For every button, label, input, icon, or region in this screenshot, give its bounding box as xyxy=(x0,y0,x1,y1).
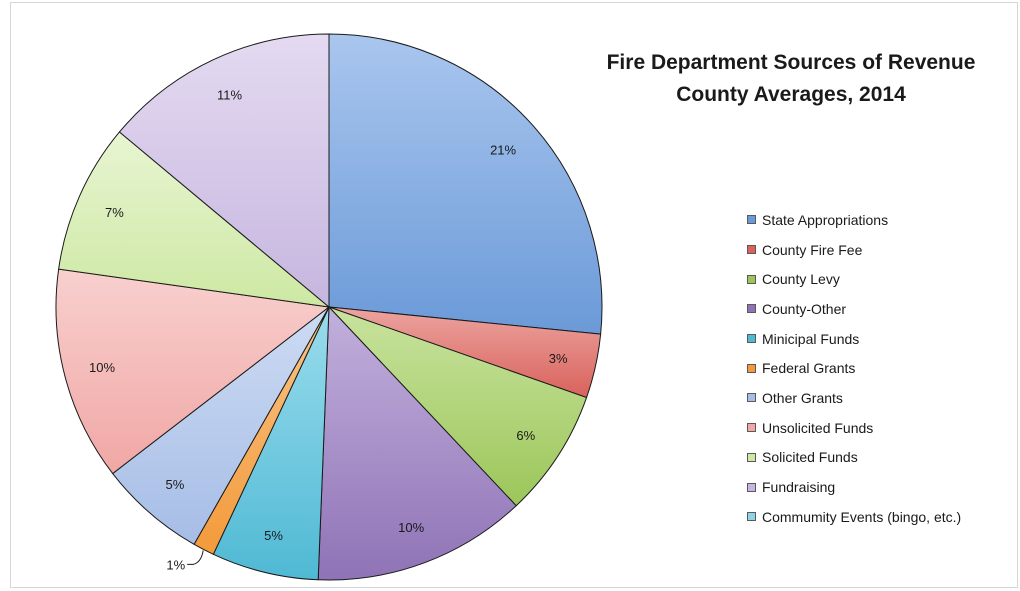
legend-label: Other Grants xyxy=(762,389,843,406)
legend: State Appropriations County Fire Fee Count… xyxy=(747,205,961,532)
legend-swatch xyxy=(747,452,756,462)
legend-label: County Levy xyxy=(762,271,840,288)
chart-subtitle: County Averages, 2014 xyxy=(676,83,906,106)
legend-label: Minicipal Funds xyxy=(762,330,860,347)
legend-swatch xyxy=(747,482,756,492)
pie-slice-state-appropriations xyxy=(328,33,603,335)
pie-slice-unsolicited-funds xyxy=(55,268,331,475)
data-label-county-levy: 6% xyxy=(516,428,535,443)
legend-item-county-levy: County Levy xyxy=(747,264,961,294)
legend-item-county-fire-fee: County Fire Fee xyxy=(747,235,961,265)
legend-item-minicipal-funds: Minicipal Funds xyxy=(747,324,961,354)
legend-label: Commumity Events (bingo, etc.) xyxy=(762,508,962,525)
legend-label: Federal Grants xyxy=(762,360,856,377)
legend-swatch xyxy=(747,304,756,314)
data-label-fundraising: 11% xyxy=(217,87,242,102)
data-label-state-appropriations: 21% xyxy=(490,142,516,157)
legend-label: County Fire Fee xyxy=(762,241,863,258)
legend-item-commumity-events-bingo-etc: Commumity Events (bingo, etc.) xyxy=(747,502,961,532)
data-label-county-other: 10% xyxy=(398,520,424,535)
data-label-county-fire-fee: 3% xyxy=(549,351,568,366)
pie-slice-fundraising xyxy=(118,33,330,309)
data-label-other-grants: 5% xyxy=(166,477,185,492)
legend-label: Unsolicited Funds xyxy=(762,419,874,436)
leader-line-federal-grants xyxy=(187,550,204,565)
pie-slice-county-levy xyxy=(328,306,588,507)
legend-label: State Appropriations xyxy=(762,211,889,228)
data-label-federal-grants: 1% xyxy=(166,557,185,572)
legend-item-solicited-funds: Solicited Funds xyxy=(747,443,961,473)
legend-label: Solicited Funds xyxy=(762,449,858,466)
legend-swatch xyxy=(747,215,756,225)
legend-swatch xyxy=(747,334,756,344)
legend-item-other-grants: Other Grants xyxy=(747,383,961,413)
legend-item-unsolicited-funds: Unsolicited Funds xyxy=(747,413,961,443)
legend-swatch xyxy=(747,274,756,284)
legend-item-state-appropriations: State Appropriations xyxy=(747,205,961,235)
legend-swatch xyxy=(747,512,756,522)
data-label-solicited-funds: 7% xyxy=(105,205,124,220)
chart-title: Fire Department Sources of Revenue xyxy=(606,51,976,74)
data-label-unsolicited-funds: 10% xyxy=(89,360,115,375)
legend-swatch xyxy=(747,393,756,403)
legend-swatch xyxy=(747,245,756,255)
legend-item-county-other: County-Other xyxy=(747,294,961,324)
pie-slice-solicited-funds xyxy=(58,131,331,308)
pie-chart: 21% 3% 6% 10% 5% 1% 5% 10% 7% 11% xyxy=(55,33,603,581)
legend-swatch xyxy=(747,363,756,373)
pie-slice-county-other xyxy=(317,305,517,581)
legend-item-federal-grants: Federal Grants xyxy=(747,353,961,383)
chart-frame: 21% 3% 6% 10% 5% 1% 5% 10% 7% 11% Fire Department… xyxy=(10,2,1018,588)
legend-item-fundraising: Fundraising xyxy=(747,472,961,502)
legend-swatch xyxy=(747,423,756,433)
legend-label: County-Other xyxy=(762,300,847,317)
data-label-minicipal-funds: 5% xyxy=(264,528,283,543)
pie-slices xyxy=(55,33,603,581)
legend-label: Fundraising xyxy=(762,479,836,496)
pie-data-labels: 21% 3% 6% 10% 5% 1% 5% 10% 7% 11% xyxy=(89,87,568,572)
